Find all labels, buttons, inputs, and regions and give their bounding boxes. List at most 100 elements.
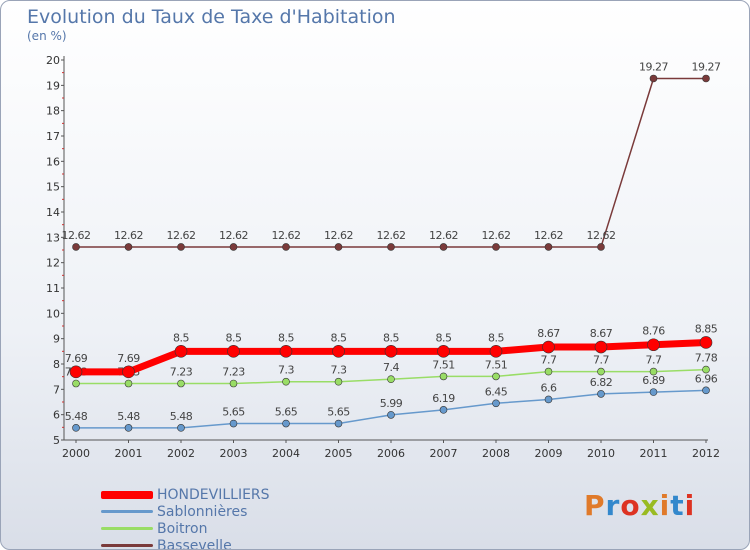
y-tick-label: 15	[46, 181, 60, 194]
data-point-hondevilliers	[332, 345, 345, 358]
data-point-hondevilliers	[594, 340, 608, 354]
data-point-boitron	[649, 367, 658, 376]
data-point-sablonni-res	[649, 388, 658, 396]
data-point-bassevelle	[387, 243, 395, 251]
data-point-bassevelle	[72, 243, 80, 251]
data-label-bassevelle: 12.62	[482, 229, 511, 242]
data-label-boitron: 7.3	[331, 364, 347, 377]
x-tick-label: 2011	[640, 447, 668, 460]
data-label-bassevelle: 12.62	[587, 229, 616, 242]
logo-letter: i	[659, 489, 671, 522]
data-point-bassevelle	[282, 243, 290, 251]
data-label-hondevilliers: 7.69	[117, 352, 140, 365]
data-label-sablonni-res: 5.48	[170, 410, 193, 423]
data-label-boitron: 7.7	[541, 354, 557, 367]
data-point-hondevilliers	[437, 345, 450, 358]
data-label-hondevilliers: 8.85	[695, 322, 718, 335]
data-label-bassevelle: 19.27	[639, 60, 668, 73]
legend-swatch	[101, 510, 153, 513]
data-label-boitron: 7.51	[432, 358, 455, 371]
data-point-hondevilliers	[542, 340, 555, 354]
data-label-sablonni-res: 5.65	[222, 406, 245, 419]
data-point-boitron	[597, 367, 605, 376]
x-tick-label: 2005	[325, 447, 353, 460]
data-point-bassevelle	[597, 243, 605, 251]
data-label-hondevilliers: 8.5	[383, 331, 399, 344]
y-tick-label: 10	[46, 307, 60, 320]
y-tick-label: 9	[53, 333, 60, 346]
y-tick-label: 5	[53, 434, 60, 447]
data-label-boitron: 7.3	[278, 364, 294, 377]
legend-label: Bassevelle	[157, 537, 232, 550]
data-point-boitron	[282, 377, 290, 386]
data-label-boitron: 7.7	[646, 354, 662, 367]
data-point-boitron	[334, 377, 343, 386]
data-point-sablonni-res	[439, 406, 448, 414]
x-tick-label: 2004	[272, 447, 300, 460]
data-label-sablonni-res: 6.19	[432, 392, 455, 405]
data-point-sablonni-res	[702, 386, 710, 395]
data-point-hondevilliers	[279, 345, 293, 358]
x-tick-label: 2000	[62, 447, 90, 460]
data-point-boitron	[124, 379, 133, 388]
x-tick-label: 2009	[535, 447, 563, 460]
data-point-hondevilliers	[69, 365, 83, 379]
data-label-hondevilliers: 8.5	[488, 331, 504, 344]
data-label-sablonni-res: 5.48	[65, 410, 88, 423]
legend-swatch	[101, 490, 153, 499]
data-point-sablonni-res	[229, 419, 238, 428]
data-label-hondevilliers: 8.5	[278, 331, 294, 344]
data-point-bassevelle	[702, 74, 710, 83]
legend-item: Boitron	[101, 520, 270, 537]
data-point-boitron	[492, 372, 500, 381]
x-tick-label: 2012	[692, 447, 720, 460]
x-tick-label: 2001	[115, 447, 143, 460]
x-tick-label: 2010	[587, 447, 615, 460]
legend-item: HONDEVILLIERS	[101, 486, 270, 503]
data-label-bassevelle: 12.62	[272, 229, 301, 242]
data-label-sablonni-res: 5.48	[117, 410, 140, 423]
data-point-hondevilliers	[174, 345, 188, 358]
data-label-sablonni-res: 5.99	[380, 397, 403, 410]
legend-item: Sablonnières	[101, 503, 270, 520]
data-point-boitron	[439, 372, 448, 381]
y-tick-label: 19	[46, 79, 60, 92]
logo-letter: i	[684, 489, 696, 522]
data-label-boitron: 7.7	[593, 354, 609, 367]
chart-title: Evolution du Taux de Taxe d'Habitation	[27, 6, 396, 28]
data-label-bassevelle: 12.62	[377, 229, 406, 242]
data-point-sablonni-res	[124, 424, 133, 432]
data-point-sablonni-res	[177, 424, 185, 432]
data-point-sablonni-res	[492, 399, 500, 408]
x-tick-label: 2002	[167, 447, 195, 460]
data-label-sablonni-res: 6.96	[695, 372, 718, 385]
y-tick-label: 11	[46, 282, 60, 295]
data-point-hondevilliers	[699, 336, 713, 349]
data-label-hondevilliers: 8.5	[173, 331, 189, 344]
data-point-sablonni-res	[597, 390, 605, 398]
data-point-hondevilliers	[647, 338, 660, 352]
data-point-boitron	[177, 379, 185, 388]
data-label-hondevilliers: 7.69	[65, 352, 88, 365]
y-tick-label: 13	[46, 231, 60, 244]
data-point-bassevelle	[177, 243, 185, 251]
y-tick-label: 7	[53, 383, 60, 396]
data-label-sablonni-res: 6.89	[642, 374, 665, 387]
logo-letter: r	[605, 489, 621, 522]
data-label-boitron: 7.4	[383, 361, 399, 374]
data-label-hondevilliers: 8.5	[331, 331, 347, 344]
x-tick-label: 2008	[482, 447, 510, 460]
data-label-boitron: 7.23	[222, 366, 245, 379]
data-label-boitron: 7.78	[695, 352, 718, 365]
data-label-sablonni-res: 5.65	[327, 406, 350, 419]
data-point-hondevilliers	[489, 345, 503, 358]
x-tick-label: 2007	[430, 447, 458, 460]
data-label-sablonni-res: 6.45	[485, 385, 508, 398]
data-label-hondevilliers: 8.5	[226, 331, 242, 344]
logo-letter: x	[640, 489, 660, 522]
data-point-bassevelle	[229, 243, 238, 251]
data-point-boitron	[702, 365, 710, 374]
data-label-sablonni-res: 5.65	[275, 406, 298, 419]
logo-letter: t	[670, 489, 685, 522]
